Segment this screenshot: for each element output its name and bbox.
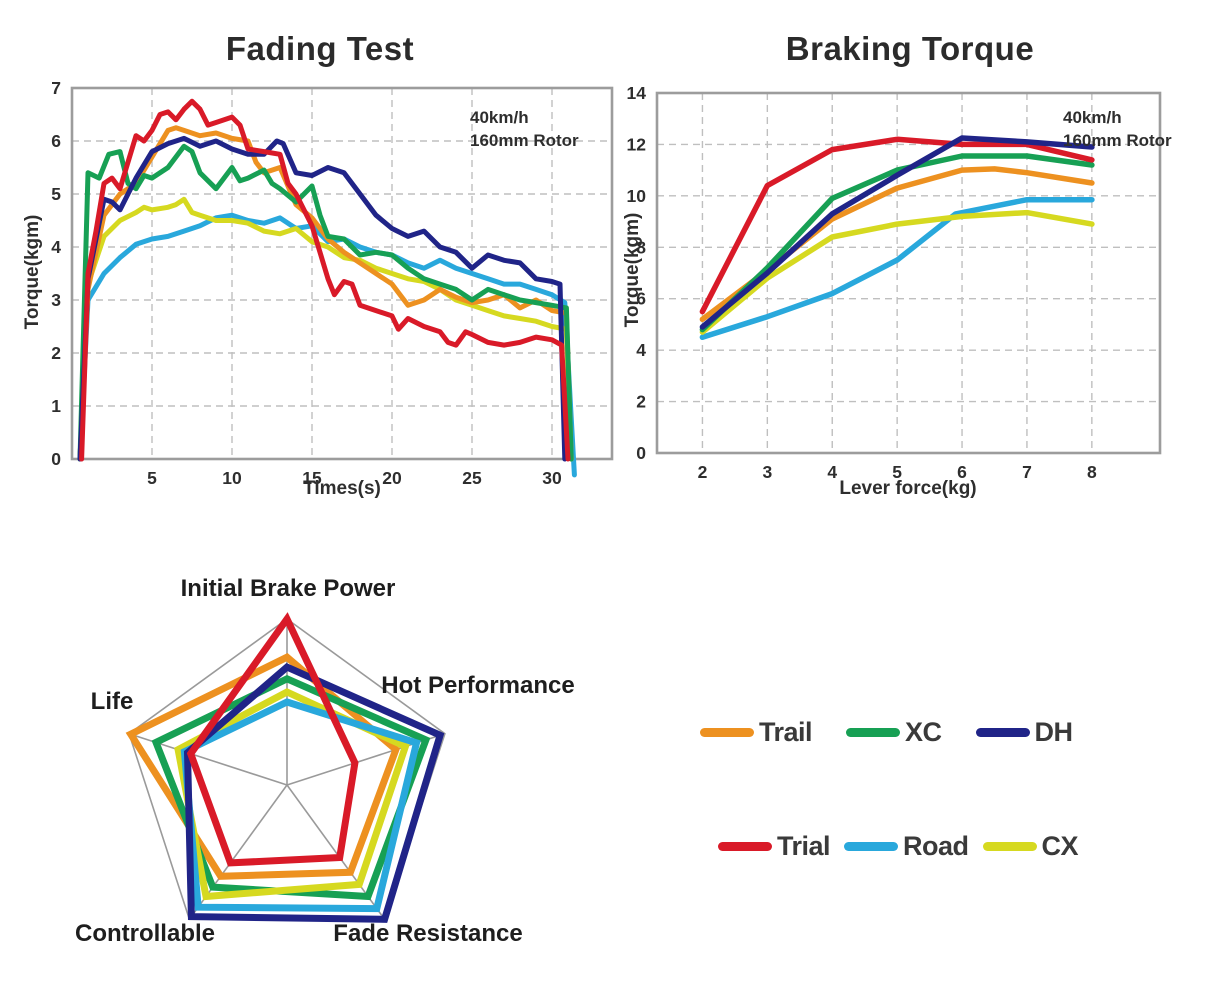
svg-text:10: 10: [627, 186, 647, 206]
svg-text:30: 30: [542, 468, 562, 488]
annotation-speed: 40km/h: [1063, 108, 1122, 127]
xc-line-swatch: [846, 727, 901, 737]
fading-annotation: 40km/h 160mm Rotor: [470, 106, 579, 152]
svg-text:25: 25: [462, 468, 482, 488]
svg-text:8: 8: [1087, 462, 1097, 482]
svg-text:3: 3: [51, 290, 61, 310]
svg-text:2: 2: [636, 392, 646, 412]
svg-text:7: 7: [51, 78, 61, 98]
svg-text:7: 7: [1022, 462, 1032, 482]
fading-test-section: Fading Test 5 10 15 20 25 30 0 1 2 3 4 5 6 7 40km/h 1…: [22, 20, 620, 540]
radar-section: Initial Brake Power Hot Performance Fade…: [0, 545, 620, 982]
svg-text:0: 0: [636, 443, 646, 463]
svg-text:5: 5: [892, 462, 902, 482]
legend-label-xc: XC: [905, 717, 942, 747]
annotation-rotor: 160mm Rotor: [1063, 131, 1172, 150]
svg-text:2: 2: [51, 343, 61, 363]
svg-text:20: 20: [382, 468, 402, 488]
svg-text:6: 6: [51, 131, 61, 151]
svg-text:4: 4: [827, 462, 837, 482]
legend-label-dh: DH: [1034, 717, 1074, 747]
legend-label-cx: CX: [1041, 831, 1079, 861]
trial-line-swatch: [718, 841, 772, 851]
annotation-rotor: 160mm Rotor: [470, 131, 579, 150]
road-line-swatch: [844, 841, 899, 851]
svg-text:14: 14: [627, 83, 647, 103]
fading-test-chart: 5 10 15 20 25 30 0 1 2 3 4 5 6 7: [51, 78, 614, 488]
legend-item-dh: DH: [975, 714, 1074, 750]
radar-axis-initial-brake-power: Initial Brake Power: [180, 575, 396, 602]
annotation-speed: 40km/h: [470, 108, 529, 127]
radar-chart: [125, 612, 446, 923]
fading-test-title: Fading Test: [225, 30, 415, 67]
braking-torque-section: Braking Torque 2 3 4 5 6 7 8 0 2 4 6 8 10 12 14 40km/h…: [620, 20, 1208, 540]
legend-item-trial: Trial: [718, 828, 831, 864]
braking-torque-chart: 2 3 4 5 6 7 8 0 2 4 6 8 10 12 14: [627, 83, 1162, 482]
legend-label-road: Road: [903, 831, 969, 861]
svg-text:12: 12: [627, 134, 647, 154]
radar-axis-controllable: Controllable: [74, 920, 215, 947]
legend-row-2: Trial Road CX: [660, 828, 1079, 864]
dh-line-swatch: [975, 727, 1030, 737]
braking-annotation: 40km/h 160mm Rotor: [1063, 106, 1172, 152]
svg-text:1: 1: [51, 396, 61, 416]
svg-text:15: 15: [302, 468, 322, 488]
legend-item-trail: Trail: [700, 714, 813, 750]
legend-item-road: Road: [844, 828, 969, 864]
svg-text:5: 5: [51, 184, 61, 204]
svg-text:10: 10: [222, 468, 242, 488]
svg-text:4: 4: [51, 237, 61, 257]
svg-text:5: 5: [147, 468, 157, 488]
trail-line-swatch: [700, 727, 754, 737]
legend: Trail XC DH Trial Road CX: [660, 690, 1208, 920]
svg-text:6: 6: [636, 289, 646, 309]
legend-row-1: Trail XC DH: [660, 714, 1073, 750]
legend-label-trail: Trail: [759, 717, 813, 747]
fading-y-axis-label: Torque(kgm): [22, 214, 43, 330]
radar-axis-life: Life: [90, 688, 134, 715]
braking-y-axis-label: Torque(kgm): [622, 212, 643, 328]
svg-text:3: 3: [762, 462, 772, 482]
legend-item-xc: XC: [846, 714, 942, 750]
braking-torque-title: Braking Torque: [785, 30, 1035, 67]
fading-x-axis-label: Times(s): [303, 478, 381, 499]
braking-x-axis-label: Lever force(kg): [839, 478, 977, 499]
svg-text:2: 2: [698, 462, 708, 482]
legend-label-trial: Trial: [777, 831, 831, 861]
radar-axis-hot-performance: Hot Performance: [381, 672, 575, 699]
svg-text:6: 6: [957, 462, 967, 482]
radar-axis-fade-resistance: Fade Resistance: [333, 920, 523, 947]
legend-item-cx: CX: [982, 828, 1079, 864]
cx-line-swatch: [982, 841, 1037, 851]
svg-text:0: 0: [51, 449, 61, 469]
svg-text:8: 8: [636, 237, 646, 257]
svg-text:4: 4: [636, 340, 646, 360]
